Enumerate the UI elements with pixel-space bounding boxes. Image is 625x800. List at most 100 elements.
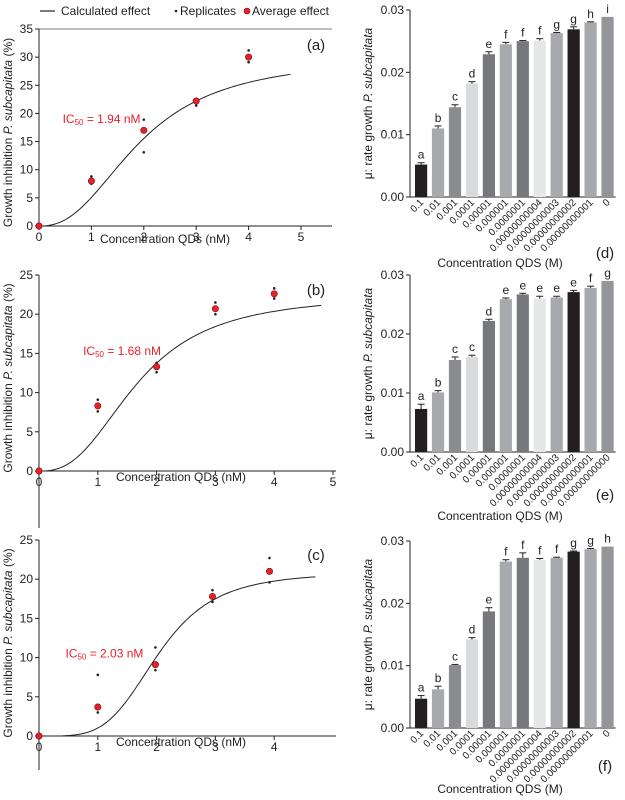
panel-label: (b) (307, 282, 325, 299)
significance-letter: g (553, 17, 560, 31)
significance-letter: e (519, 278, 526, 292)
legend-replicates-label: Replicates (180, 4, 236, 18)
x-tick-label: 0 (36, 475, 43, 489)
replicate-point (154, 646, 157, 649)
significance-letter: e (536, 281, 543, 295)
significance-letter: g (604, 266, 611, 280)
calculated-effect-curve (62, 576, 316, 737)
y-axis-label: μ: rate growth P. subcapitata (361, 27, 375, 179)
x-tick-label: 1 (94, 475, 101, 489)
significance-letter: a (418, 681, 425, 695)
significance-letter: g (587, 533, 594, 547)
y-tick-label: 0.02 (381, 596, 405, 610)
replicate-point (142, 118, 146, 121)
y-tick-label: 0.02 (381, 327, 405, 341)
x-tick-label: 5 (330, 475, 337, 489)
average-point (35, 732, 43, 740)
y-tick-label: 0.00 (381, 445, 405, 459)
ylabel-part: Growth inhibition (1, 134, 15, 227)
significance-letter: f (589, 271, 593, 285)
replicate-point (272, 287, 276, 290)
bar (533, 298, 546, 452)
ic50-subscript: 50 (75, 118, 84, 127)
ic50-prefix: IC (63, 112, 75, 126)
x-axis-label: Concentration QDS (M) (437, 509, 562, 523)
significance-letter: e (486, 593, 493, 607)
bar (601, 280, 614, 452)
y-tick-label: 0.03 (381, 534, 405, 548)
average-point (211, 305, 219, 313)
replicate-point (96, 711, 100, 714)
bar (533, 559, 546, 728)
bar (482, 611, 495, 728)
ylabel-italic-part: P. subcapitata (361, 558, 375, 633)
y-tick-label: 0 (26, 464, 33, 478)
y-tick-label: 5 (26, 425, 33, 439)
replicate-point (142, 150, 146, 154)
category-label: 0 (601, 728, 613, 740)
significance-letter: e (553, 281, 560, 295)
x-tick-label: 0 (36, 740, 43, 754)
average-point (208, 592, 216, 600)
x-axis-label: Concentration QDS (M) (437, 256, 562, 270)
significance-letter: b (435, 111, 442, 125)
significance-letter: c (452, 90, 458, 104)
replicate-point (211, 600, 214, 604)
average-point (151, 661, 159, 669)
panel-d: 0.00 0.01 0.02 0.03 μ: rate growth P. subcap… (361, 2, 616, 270)
ylabel-part: (%) (1, 283, 15, 305)
bar (431, 689, 445, 728)
y-tick-label: 0.01 (381, 659, 405, 673)
replicate-point (154, 668, 157, 672)
y-tick-label: 10 (20, 163, 34, 177)
panel-a: 0 5 10 15 20 25 30 35 0 1 2 3 4 5 Concentration QDs (n… (1, 22, 332, 246)
x-tick-label: 4 (271, 740, 278, 754)
bar (431, 392, 445, 452)
bar (448, 665, 462, 728)
replicate-point (247, 60, 250, 64)
x-tick-label: 1 (88, 230, 95, 244)
significance-letter: e (570, 275, 577, 289)
bar (601, 16, 614, 198)
y-tick-label: 20 (20, 572, 34, 586)
y-axis-label: Growth inhibition P. subcapitata (%) (1, 283, 15, 472)
x-tick-label: 1 (94, 740, 101, 754)
bar (584, 287, 597, 452)
significance-letter: g (570, 12, 577, 26)
average-point (153, 363, 161, 371)
average-point (140, 126, 148, 134)
y-tick-label: 20 (20, 106, 34, 120)
ic50-value: = 1.68 nM (104, 344, 161, 358)
ylabel-part: Growth inhibition (1, 645, 15, 738)
ic50-prefix: IC (83, 344, 95, 358)
y-tick-label: 5 (26, 191, 33, 205)
significance-letter: g (570, 536, 577, 550)
ic50-value: = 2.03 nM (86, 647, 143, 661)
bar (465, 639, 479, 728)
bar (550, 33, 563, 198)
significance-letter: h (604, 532, 611, 546)
ylabel-part: μ: rate growth (361, 102, 375, 179)
replicate-point (211, 588, 214, 592)
ylabel-part: (%) (1, 548, 15, 570)
y-axis-label: μ: rate growth P. subcapitata (361, 558, 375, 710)
y-tick-label: 0.01 (381, 128, 405, 142)
category-label: 0 (601, 197, 613, 209)
significance-letter: h (587, 7, 594, 21)
replicate-point (272, 297, 276, 300)
calculated-effect-curve (38, 73, 291, 227)
calculated-effect-curve (38, 304, 322, 472)
x-axis-label: Concentration QDs (nM) (116, 735, 246, 749)
y-tick-label: 0.01 (381, 386, 405, 400)
ylabel-part: μ: rate growth (361, 633, 375, 710)
ylabel-part: μ: rate growth (361, 362, 375, 439)
average-point (87, 177, 95, 185)
average-point (35, 222, 43, 230)
significance-letter: f (504, 27, 508, 41)
ic50-prefix: IC (65, 647, 77, 661)
y-tick-label: 5 (26, 690, 33, 704)
x-tick-label: 0 (36, 230, 43, 244)
bar (516, 41, 529, 197)
x-tick-label: 3 (212, 740, 219, 754)
panel-f: 0.00 0.01 0.02 0.03 μ: rate growth P. subcap… (361, 532, 616, 796)
